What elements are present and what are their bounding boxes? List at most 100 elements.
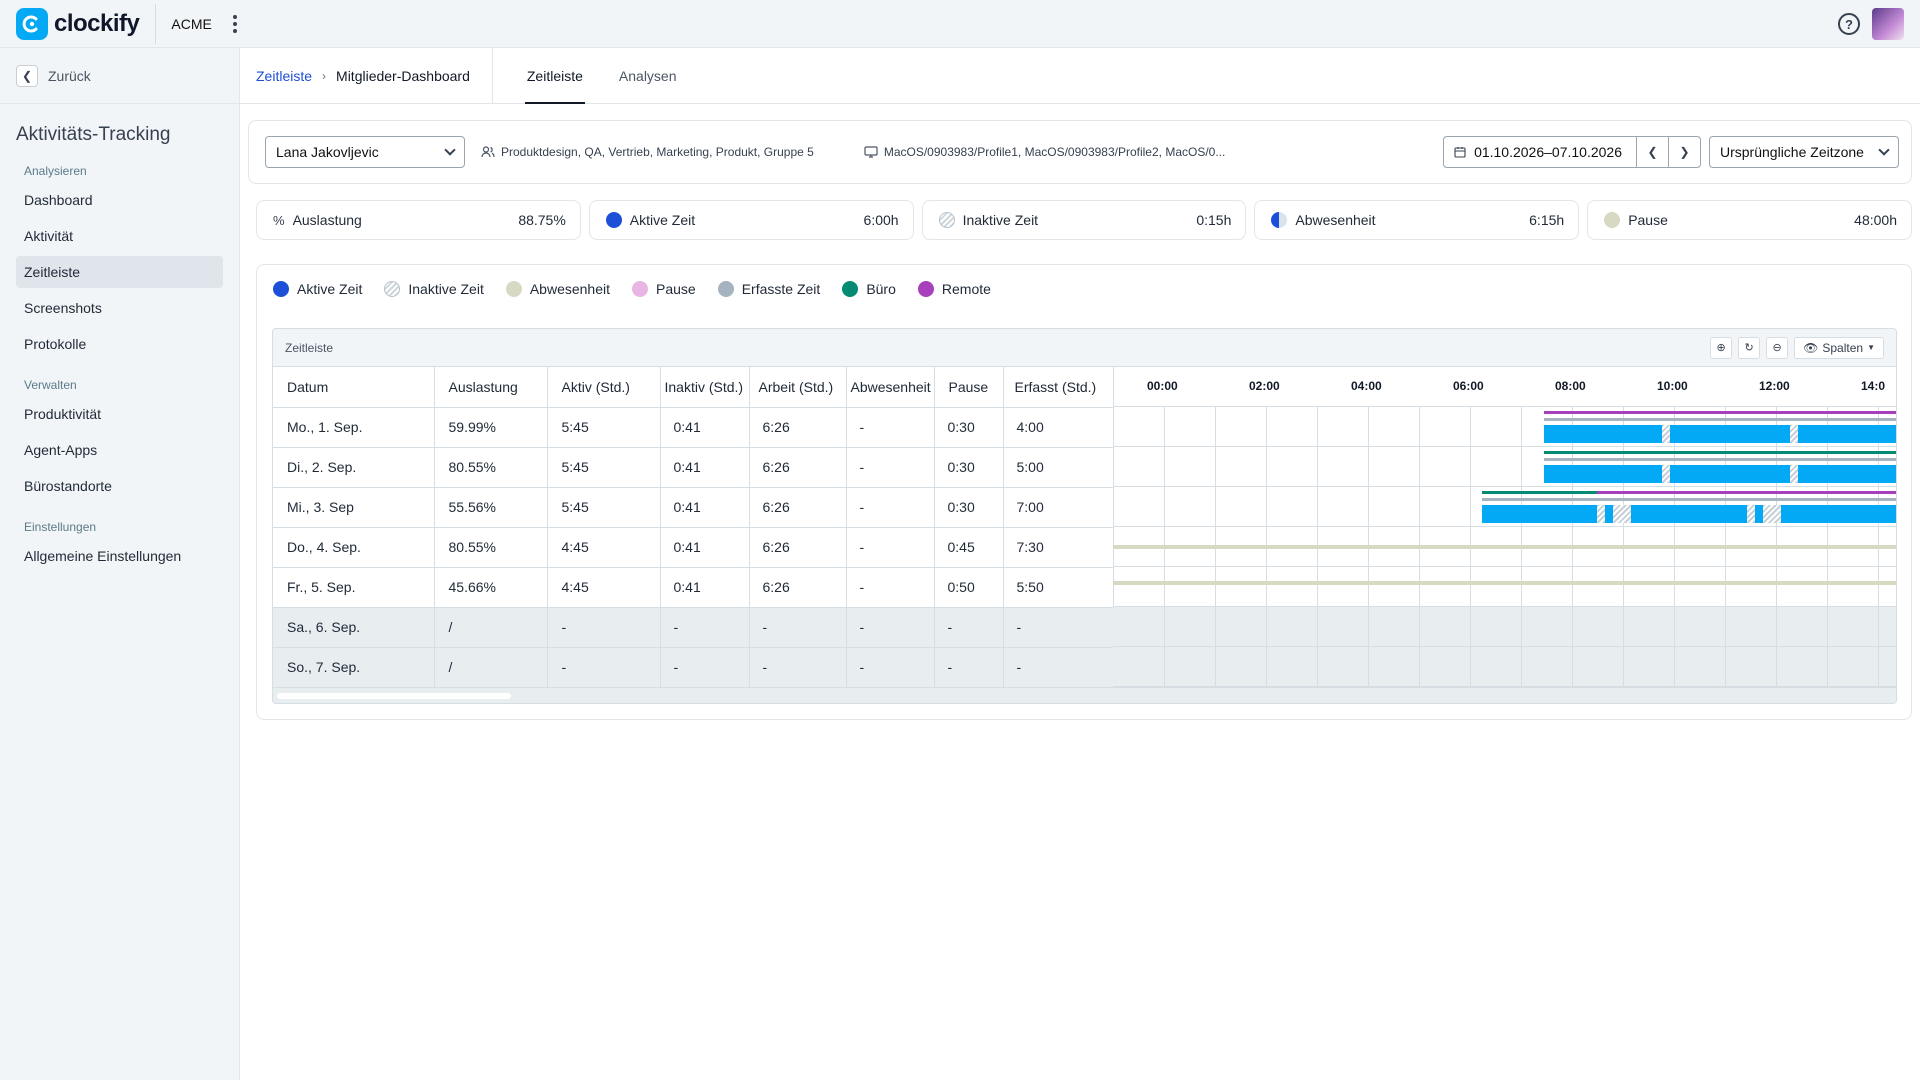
- timeline-segment[interactable]: [1544, 465, 1662, 483]
- sidebar-item-dashboard[interactable]: Dashboard: [24, 192, 93, 208]
- timeline-segment[interactable]: [1482, 491, 1597, 494]
- remote-dot-icon: [917, 281, 934, 297]
- sidebar-item-productivity[interactable]: Produktivität: [24, 406, 102, 422]
- stat-value: 6:00h: [863, 212, 899, 228]
- cell-active: 5:45: [547, 447, 661, 488]
- col-header-pause[interactable]: Pause: [934, 367, 1004, 408]
- timeline-segment[interactable]: [1790, 465, 1798, 483]
- sidebar-item-activity[interactable]: Aktivität: [24, 228, 74, 244]
- workspace-name[interactable]: ACME: [171, 15, 212, 32]
- timeline-segment[interactable]: [1670, 425, 1790, 443]
- cell-date: So., 7. Sep.: [273, 647, 435, 688]
- help-icon[interactable]: ?: [1838, 13, 1860, 35]
- timeline-segment[interactable]: [1755, 505, 1763, 523]
- devices-info[interactable]: MacOS/0903983/Profile1, MacOS/0903983/Pr…: [864, 145, 1225, 159]
- timeline-segment[interactable]: [1790, 425, 1798, 443]
- table-row: Di., 2. Sep. 80.55% 5:45 0:41 6:26-0:30 5:00: [273, 447, 1114, 488]
- scrollbar-thumb[interactable]: [277, 693, 511, 699]
- tab-timeline[interactable]: Zeitleiste: [509, 48, 601, 104]
- refresh-icon[interactable]: ↻: [1738, 336, 1761, 359]
- sidebar-item-office-locations[interactable]: Bürostandorte: [24, 478, 112, 494]
- timeline-segment[interactable]: [1605, 505, 1613, 523]
- timeline-segment[interactable]: [1662, 425, 1670, 443]
- sidebar-item-general-settings[interactable]: Allgemeine Einstellungen: [24, 548, 182, 564]
- col-header-tracked[interactable]: Erfasst (Std.): [1003, 367, 1114, 408]
- cell-tracked: -: [1003, 647, 1114, 688]
- cell-absence: -: [846, 647, 935, 688]
- timeline-segment[interactable]: [1670, 465, 1790, 483]
- timezone-value: Ursprüngliche Zeitzone: [1720, 144, 1864, 160]
- timeline-segment[interactable]: [1544, 411, 1896, 414]
- col-header-date[interactable]: Datum: [273, 367, 435, 408]
- hour-label: 06:00: [1453, 379, 1484, 393]
- cell-active: 4:45: [547, 527, 661, 568]
- timeline-segment[interactable]: [1482, 505, 1597, 523]
- timeline-segment[interactable]: [1597, 491, 1896, 494]
- timeline-segment[interactable]: [1544, 451, 1896, 454]
- timeline-segment[interactable]: [1631, 505, 1747, 523]
- cell-pause: 0:45: [934, 527, 1004, 568]
- back-link[interactable]: ❮ Zurück: [0, 48, 239, 104]
- timeline-toolbar: Zeitleiste ⊕ ↻ ⊖ 👁 Spalten ▼: [273, 329, 1896, 367]
- timezone-select[interactable]: Ursprüngliche Zeitzone: [1709, 136, 1899, 168]
- cell-utilization: 45.66%: [434, 567, 548, 608]
- col-header-absence[interactable]: Abwesenheit: [846, 367, 935, 408]
- timeline-segment[interactable]: [1798, 465, 1896, 483]
- timeline-segment[interactable]: [1544, 418, 1896, 421]
- kebab-menu-icon[interactable]: [230, 14, 240, 33]
- groups-info[interactable]: Produktdesign, QA, Vertrieb, Marketing, …: [481, 145, 814, 159]
- date-range-picker[interactable]: 01.10.2026–07.10.2026 ❮ ❯: [1443, 136, 1701, 168]
- cell-utilization: 80.55%: [434, 447, 548, 488]
- timeline-segment[interactable]: [1747, 505, 1755, 523]
- back-label[interactable]: Zurück: [48, 67, 91, 84]
- sidebar-item-timeline[interactable]: Zeitleiste: [16, 256, 223, 288]
- table-body: Mo., 1. Sep. 59.99% 5:45 0:41 6:26-0:30 4:00 D…: [273, 407, 1114, 688]
- stat-value: 6:15h: [1529, 212, 1565, 228]
- hour-label: 02:00: [1249, 379, 1280, 393]
- user-avatar[interactable]: [1872, 8, 1904, 40]
- page-header: Zeitleiste › Mitglieder-Dashboard Zeitle…: [240, 47, 1920, 104]
- timeline-segment[interactable]: [1798, 425, 1896, 443]
- cell-utilization: 80.55%: [434, 527, 548, 568]
- cell-active: 4:45: [547, 567, 661, 608]
- stat-utilization: % Auslastung 88.75%: [256, 200, 581, 240]
- timeline-segment[interactable]: [1781, 505, 1896, 523]
- col-header-work[interactable]: Arbeit (Std.): [749, 367, 847, 408]
- timeline-segment[interactable]: [1662, 465, 1670, 483]
- sidebar-item-logs[interactable]: Protokolle: [24, 336, 87, 352]
- cell-date: Do., 4. Sep.: [273, 527, 435, 568]
- col-header-active[interactable]: Aktiv (Std.): [547, 367, 661, 408]
- active-dot-icon: [605, 212, 622, 228]
- hour-label: 14:0: [1861, 379, 1886, 393]
- timeline-segment[interactable]: [1597, 505, 1605, 523]
- timeline-segment[interactable]: [1113, 581, 1896, 585]
- cell-tracked: -: [1003, 607, 1114, 648]
- chevron-left-icon[interactable]: ❮: [16, 64, 38, 87]
- sidebar-item-agent-apps[interactable]: Agent-Apps: [24, 442, 98, 458]
- col-header-inactive[interactable]: Inaktiv (Std.): [660, 367, 750, 408]
- timeline-segment[interactable]: [1613, 505, 1631, 523]
- breadcrumb-link[interactable]: Zeitleiste: [256, 67, 313, 84]
- horizontal-scrollbar[interactable]: [273, 687, 1896, 703]
- timeline-segment[interactable]: [1544, 425, 1662, 443]
- date-prev-button[interactable]: ❮: [1636, 136, 1668, 168]
- timeline-segment[interactable]: [1113, 545, 1896, 549]
- timeline-title: Zeitleiste: [285, 340, 334, 355]
- sidebar-section-settings: Einstellungen: [24, 520, 97, 534]
- cell-date: Fr., 5. Sep.: [273, 567, 435, 608]
- columns-button[interactable]: 👁 Spalten ▼: [1794, 336, 1884, 359]
- member-select[interactable]: Lana Jakovljevic: [265, 136, 465, 168]
- sidebar-item-screenshots[interactable]: Screenshots: [24, 300, 102, 316]
- timeline-segment[interactable]: [1763, 505, 1781, 523]
- legend-tracked: Erfasste Zeit: [717, 281, 820, 297]
- tab-analyses[interactable]: Analysen: [618, 67, 677, 84]
- timeline-segment[interactable]: [1544, 458, 1896, 461]
- stat-label: Aktive Zeit: [629, 212, 696, 228]
- app-logo[interactable]: clockify: [16, 7, 140, 40]
- top-bar: clockify ACME ?: [0, 0, 1920, 48]
- zoom-in-icon[interactable]: ⊕: [1710, 336, 1733, 359]
- col-header-utilization[interactable]: Auslastung: [434, 367, 548, 408]
- date-next-button[interactable]: ❯: [1668, 136, 1700, 168]
- timeline-segment[interactable]: [1482, 498, 1896, 501]
- zoom-out-icon[interactable]: ⊖: [1766, 336, 1789, 359]
